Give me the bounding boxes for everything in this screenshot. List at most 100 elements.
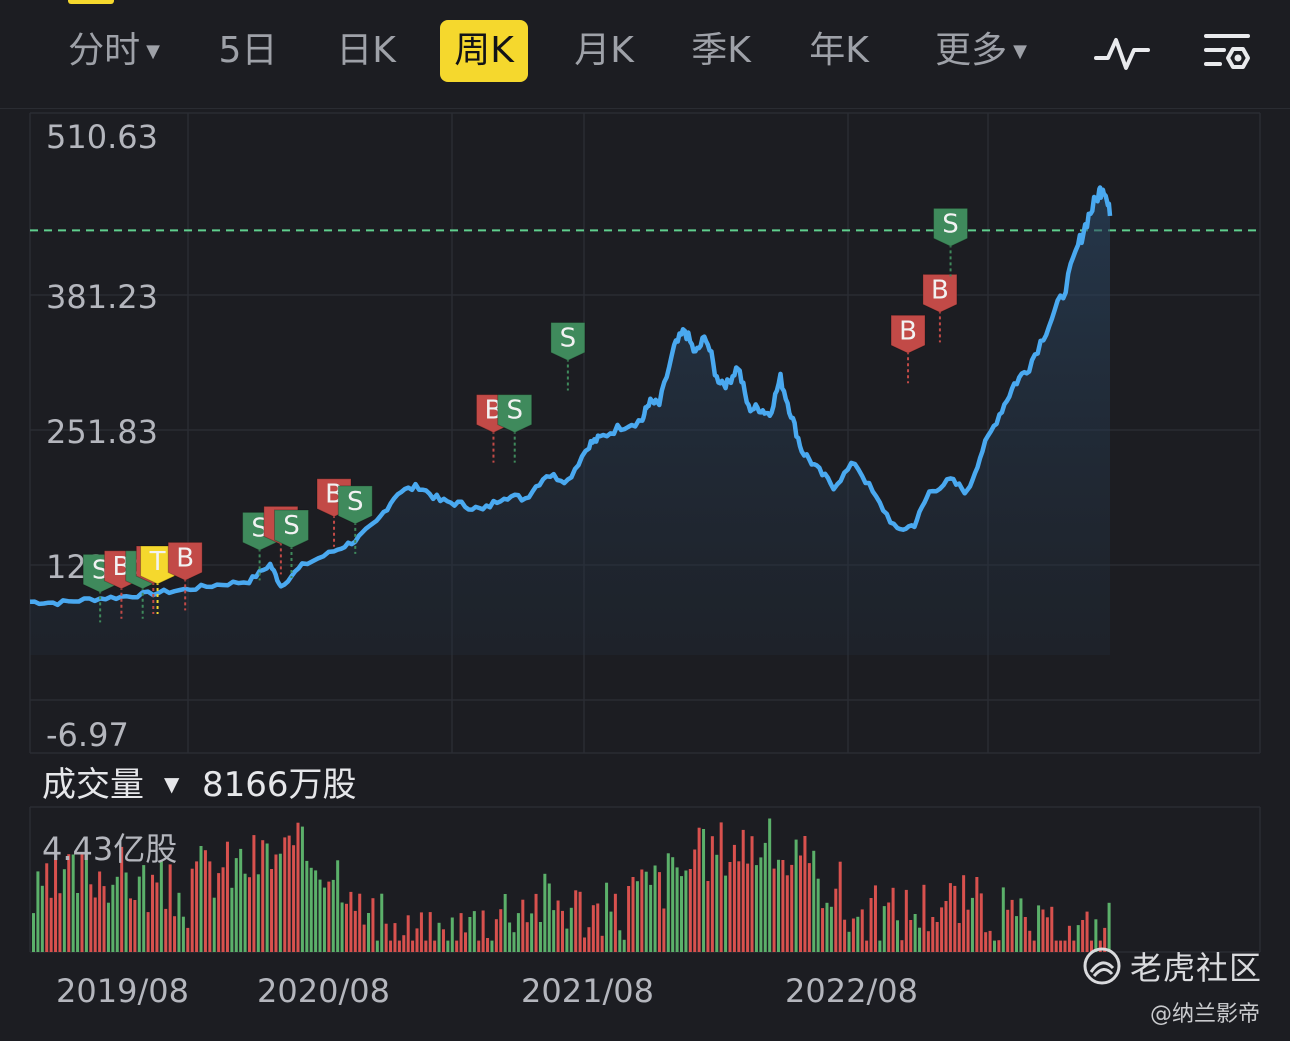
trade-marker-b[interactable]: B	[922, 273, 958, 343]
volume-value: 8166万股	[202, 765, 357, 805]
volume-bar	[891, 887, 895, 952]
volume-bar	[759, 857, 763, 952]
volume-bar	[909, 920, 913, 952]
trade-marker-letter: S	[942, 209, 959, 239]
volume-bar	[168, 864, 172, 952]
volume-bar	[256, 874, 260, 952]
volume-bar	[583, 937, 587, 952]
volume-label[interactable]: 成交量	[42, 765, 144, 805]
volume-bar	[873, 885, 877, 952]
volume-bar	[940, 907, 944, 952]
volume-bar	[327, 881, 331, 952]
volume-bar	[230, 887, 234, 952]
trade-marker-badge	[497, 394, 533, 434]
volume-bar	[428, 912, 432, 952]
volume-bar	[794, 839, 798, 952]
chart-settings-icon[interactable]	[1202, 26, 1258, 82]
indicator-wave-icon[interactable]	[1094, 26, 1150, 82]
volume-bar	[155, 882, 159, 952]
volume-bar	[441, 929, 445, 952]
volume-bar	[300, 826, 304, 952]
period-tab-bar: 分时 ▼ 5日 日K 周K 月K 季K 年K 更多 ▼	[0, 0, 1290, 109]
volume-bar	[217, 873, 221, 952]
chevron-down-icon[interactable]: ▼	[164, 772, 180, 796]
trade-marker-badge	[337, 485, 373, 525]
watermark: 老虎社区	[1082, 940, 1262, 992]
volume-bar	[772, 868, 776, 952]
volume-bar	[1081, 920, 1085, 952]
volume-bar	[812, 850, 816, 952]
volume-bar	[896, 920, 900, 952]
volume-bar	[472, 911, 476, 952]
volume-bar	[1094, 919, 1098, 952]
tab-monthly-k[interactable]: 月K	[563, 20, 645, 82]
volume-bar	[547, 883, 551, 952]
volume-bar	[587, 927, 591, 952]
volume-bar	[1015, 916, 1019, 952]
trade-marker-t[interactable]: T	[140, 545, 176, 614]
tab-daily-k[interactable]: 日K	[326, 20, 406, 82]
volume-bar	[931, 917, 935, 952]
volume-bar	[997, 940, 1001, 952]
volume-bar	[569, 907, 573, 952]
trade-markers: SBSBTBSBSBSBSSBBS	[82, 207, 969, 623]
trade-marker-letter: B	[899, 316, 917, 346]
volume-bar	[93, 897, 97, 952]
volume-bar	[565, 928, 569, 952]
volume-bar	[521, 899, 525, 952]
trade-marker-s[interactable]: S	[337, 485, 373, 554]
volume-bar	[763, 842, 767, 952]
y-axis-label: 251.83	[46, 413, 158, 451]
trade-marker-s[interactable]: S	[273, 509, 309, 578]
trade-marker-s[interactable]: S	[550, 321, 586, 391]
volume-bar	[1103, 927, 1107, 952]
volume-bar	[265, 843, 269, 952]
tab-timeshare[interactable]: 分时 ▼	[48, 20, 180, 82]
tab-5day[interactable]: 5日	[208, 20, 288, 82]
volume-bar	[1063, 940, 1067, 952]
volume-bar	[450, 917, 454, 952]
volume-bar	[314, 870, 318, 952]
volume-bar	[486, 938, 490, 952]
volume-bar	[433, 940, 437, 952]
volume-bar	[631, 877, 635, 952]
volume-bar	[331, 879, 335, 952]
volume-bar	[790, 864, 794, 952]
volume-bar	[274, 854, 278, 952]
trade-marker-s[interactable]: S	[497, 394, 533, 463]
volume-bar	[860, 909, 864, 952]
volume-bar	[803, 836, 807, 952]
volume-bar	[261, 840, 265, 952]
volume-bars	[32, 818, 1111, 952]
volume-bar	[1085, 911, 1089, 952]
volume-bar	[1001, 887, 1005, 952]
volume-bar	[843, 919, 847, 952]
volume-bar	[375, 940, 379, 952]
volume-bar	[1072, 940, 1076, 952]
tab-yearly-k[interactable]: 年K	[798, 20, 880, 82]
volume-bar	[957, 923, 961, 952]
volume-bar	[380, 893, 384, 952]
trade-marker-b[interactable]: B	[890, 314, 926, 384]
volume-bar	[1023, 917, 1027, 952]
volume-bar	[702, 829, 706, 952]
volume-bar	[115, 876, 119, 952]
volume-bar	[1032, 940, 1036, 952]
volume-bar	[234, 858, 238, 952]
watermark-text: 老虎社区	[1130, 949, 1263, 987]
tab-quarterly-k[interactable]: 季K	[680, 20, 762, 82]
trade-marker-b[interactable]: B	[167, 541, 203, 611]
volume-bar	[45, 863, 49, 952]
volume-bar	[120, 846, 124, 952]
tab-more[interactable]: 更多 ▼	[918, 20, 1044, 82]
volume-bar	[574, 890, 578, 952]
trade-marker-badge	[167, 541, 203, 581]
tab-weekly-k[interactable]: 周K	[440, 20, 528, 82]
volume-bar	[724, 875, 728, 952]
trade-marker-s[interactable]: S	[933, 207, 969, 277]
volume-bar	[464, 932, 468, 952]
trade-marker-letter: S	[347, 487, 364, 517]
stock-chart[interactable]: 510.63 381.23 251.83 122.43 -6.97 SBSBTB…	[0, 110, 1290, 1041]
volume-bar	[975, 877, 979, 952]
volume-bar	[1041, 909, 1045, 952]
